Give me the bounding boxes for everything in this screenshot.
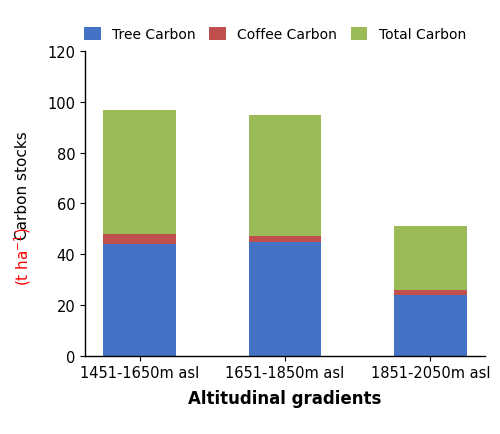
Text: Carbon stocks: Carbon stocks (16, 126, 30, 240)
Bar (394, 290, 467, 295)
Bar (394, 227, 467, 290)
Bar (103, 244, 176, 356)
Bar (103, 110, 176, 234)
Bar (248, 115, 322, 237)
X-axis label: Altitudinal gradients: Altitudinal gradients (188, 389, 382, 407)
Bar (394, 295, 467, 356)
Legend: Tree Carbon, Coffee Carbon, Total Carbon: Tree Carbon, Coffee Carbon, Total Carbon (84, 28, 466, 42)
Text: (t ha$^{-1}$): (t ha$^{-1}$) (12, 227, 34, 285)
Bar (248, 237, 322, 242)
Bar (103, 234, 176, 244)
Bar (248, 242, 322, 356)
